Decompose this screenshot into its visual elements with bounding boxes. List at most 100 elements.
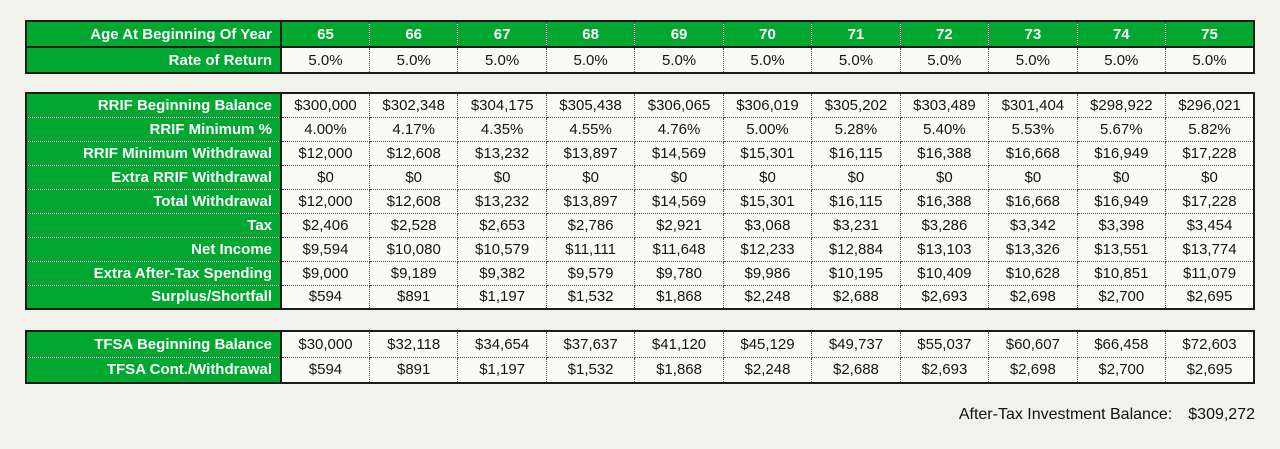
tax-cell[interactable]: $3,231 (811, 212, 901, 238)
extra-rrif-withdrawal-cell[interactable]: $0 (634, 164, 724, 190)
tax-label-cell[interactable]: Tax (25, 212, 282, 238)
net-income-cell[interactable]: $9,594 (280, 236, 370, 262)
total-withdrawal-cell[interactable]: $16,668 (988, 188, 1078, 214)
tfsa-cont-withdrawal-cell[interactable]: $2,248 (722, 356, 813, 384)
extra-after-tax-spending-cell[interactable]: $10,409 (899, 260, 990, 286)
extra-rrif-withdrawal-cell[interactable]: $0 (811, 164, 901, 190)
rrif-minimum-pct-cell[interactable]: 5.53% (988, 116, 1078, 142)
tfsa-beginning-balance-cell[interactable]: $66,458 (1076, 330, 1167, 358)
extra-after-tax-spending-cell[interactable]: $9,579 (545, 260, 636, 286)
rrif-minimum-pct-cell[interactable]: 5.40% (899, 116, 990, 142)
age-at-beginning-of-year-cell[interactable]: 74 (1076, 20, 1167, 48)
rrif-beginning-balance-cell[interactable]: $296,021 (1165, 92, 1255, 118)
rrif-beginning-balance-cell[interactable]: $300,000 (280, 92, 370, 118)
tfsa-cont-withdrawal-cell[interactable]: $2,688 (811, 356, 901, 384)
rate-of-return-label-cell[interactable]: Rate of Return (25, 46, 282, 74)
rrif-beginning-balance-cell[interactable]: $302,348 (368, 92, 459, 118)
surplus-shortfall-cell[interactable]: $2,688 (811, 284, 901, 310)
tfsa-cont-withdrawal-label-cell[interactable]: TFSA Cont./Withdrawal (25, 356, 282, 384)
total-withdrawal-cell[interactable]: $15,301 (722, 188, 813, 214)
rrif-minimum-withdrawal-cell[interactable]: $14,569 (634, 140, 724, 166)
tax-cell[interactable]: $2,786 (545, 212, 636, 238)
surplus-shortfall-label-cell[interactable]: Surplus/Shortfall (25, 284, 282, 310)
age-at-beginning-of-year-cell[interactable]: 67 (457, 20, 547, 48)
tfsa-beginning-balance-cell[interactable]: $60,607 (988, 330, 1078, 358)
tfsa-cont-withdrawal-cell[interactable]: $1,868 (634, 356, 724, 384)
surplus-shortfall-cell[interactable]: $1,532 (545, 284, 636, 310)
rrif-minimum-withdrawal-cell[interactable]: $16,668 (988, 140, 1078, 166)
extra-rrif-withdrawal-cell[interactable]: $0 (899, 164, 990, 190)
net-income-cell[interactable]: $10,080 (368, 236, 459, 262)
rrif-minimum-pct-cell[interactable]: 4.35% (457, 116, 547, 142)
net-income-cell[interactable]: $11,648 (634, 236, 724, 262)
total-withdrawal-cell[interactable]: $16,115 (811, 188, 901, 214)
tfsa-cont-withdrawal-cell[interactable]: $1,197 (457, 356, 547, 384)
rrif-minimum-withdrawal-cell[interactable]: $12,608 (368, 140, 459, 166)
tfsa-beginning-balance-cell[interactable]: $72,603 (1165, 330, 1255, 358)
surplus-shortfall-cell[interactable]: $2,693 (899, 284, 990, 310)
extra-rrif-withdrawal-cell[interactable]: $0 (457, 164, 547, 190)
rrif-beginning-balance-cell[interactable]: $305,202 (811, 92, 901, 118)
total-withdrawal-cell[interactable]: $12,000 (280, 188, 370, 214)
rate-of-return-cell[interactable]: 5.0% (722, 46, 813, 74)
surplus-shortfall-cell[interactable]: $1,868 (634, 284, 724, 310)
surplus-shortfall-cell[interactable]: $2,695 (1165, 284, 1255, 310)
extra-rrif-withdrawal-cell[interactable]: $0 (280, 164, 370, 190)
age-at-beginning-of-year-cell[interactable]: 66 (368, 20, 459, 48)
net-income-cell[interactable]: $10,579 (457, 236, 547, 262)
tfsa-cont-withdrawal-cell[interactable]: $1,532 (545, 356, 636, 384)
tax-cell[interactable]: $3,286 (899, 212, 990, 238)
tfsa-beginning-balance-cell[interactable]: $37,637 (545, 330, 636, 358)
after-tax-investment-balance-value[interactable]: $309,272 (1188, 406, 1255, 423)
rrif-minimum-withdrawal-label-cell[interactable]: RRIF Minimum Withdrawal (25, 140, 282, 166)
total-withdrawal-label-cell[interactable]: Total Withdrawal (25, 188, 282, 214)
rrif-beginning-balance-cell[interactable]: $304,175 (457, 92, 547, 118)
rrif-beginning-balance-cell[interactable]: $306,019 (722, 92, 813, 118)
tfsa-cont-withdrawal-cell[interactable]: $2,700 (1076, 356, 1167, 384)
total-withdrawal-cell[interactable]: $13,232 (457, 188, 547, 214)
extra-rrif-withdrawal-cell[interactable]: $0 (545, 164, 636, 190)
extra-rrif-withdrawal-cell[interactable]: $0 (722, 164, 813, 190)
extra-after-tax-spending-cell[interactable]: $10,195 (811, 260, 901, 286)
tax-cell[interactable]: $2,921 (634, 212, 724, 238)
rrif-minimum-pct-cell[interactable]: 4.55% (545, 116, 636, 142)
rrif-minimum-withdrawal-cell[interactable]: $15,301 (722, 140, 813, 166)
net-income-cell[interactable]: $11,111 (545, 236, 636, 262)
surplus-shortfall-cell[interactable]: $2,700 (1076, 284, 1167, 310)
tfsa-cont-withdrawal-cell[interactable]: $891 (368, 356, 459, 384)
rate-of-return-cell[interactable]: 5.0% (368, 46, 459, 74)
rrif-minimum-pct-cell[interactable]: 5.82% (1165, 116, 1255, 142)
tax-cell[interactable]: $3,068 (722, 212, 813, 238)
age-at-beginning-of-year-cell[interactable]: 68 (545, 20, 636, 48)
net-income-cell[interactable]: $13,103 (899, 236, 990, 262)
net-income-cell[interactable]: $13,774 (1165, 236, 1255, 262)
surplus-shortfall-cell[interactable]: $2,248 (722, 284, 813, 310)
extra-rrif-withdrawal-cell[interactable]: $0 (988, 164, 1078, 190)
age-at-beginning-of-year-cell[interactable]: 72 (899, 20, 990, 48)
surplus-shortfall-cell[interactable]: $891 (368, 284, 459, 310)
tfsa-cont-withdrawal-cell[interactable]: $2,698 (988, 356, 1078, 384)
total-withdrawal-cell[interactable]: $17,228 (1165, 188, 1255, 214)
rrif-minimum-pct-cell[interactable]: 5.00% (722, 116, 813, 142)
rrif-beginning-balance-cell[interactable]: $305,438 (545, 92, 636, 118)
net-income-cell[interactable]: $12,233 (722, 236, 813, 262)
extra-after-tax-spending-label-cell[interactable]: Extra After-Tax Spending (25, 260, 282, 286)
rrif-beginning-balance-cell[interactable]: $303,489 (899, 92, 990, 118)
extra-rrif-withdrawal-cell[interactable]: $0 (1165, 164, 1255, 190)
rrif-minimum-pct-cell[interactable]: 5.67% (1076, 116, 1167, 142)
rrif-minimum-withdrawal-cell[interactable]: $16,949 (1076, 140, 1167, 166)
rate-of-return-cell[interactable]: 5.0% (634, 46, 724, 74)
total-withdrawal-cell[interactable]: $12,608 (368, 188, 459, 214)
tfsa-beginning-balance-cell[interactable]: $45,129 (722, 330, 813, 358)
tfsa-beginning-balance-cell[interactable]: $30,000 (280, 330, 370, 358)
tfsa-beginning-balance-cell[interactable]: $55,037 (899, 330, 990, 358)
extra-after-tax-spending-cell[interactable]: $9,000 (280, 260, 370, 286)
rrif-minimum-withdrawal-cell[interactable]: $16,115 (811, 140, 901, 166)
rrif-minimum-withdrawal-cell[interactable]: $16,388 (899, 140, 990, 166)
tfsa-beginning-balance-label-cell[interactable]: TFSA Beginning Balance (25, 330, 282, 358)
age-at-beginning-of-year-cell[interactable]: 73 (988, 20, 1078, 48)
extra-after-tax-spending-cell[interactable]: $9,189 (368, 260, 459, 286)
extra-rrif-withdrawal-cell[interactable]: $0 (1076, 164, 1167, 190)
rate-of-return-cell[interactable]: 5.0% (899, 46, 990, 74)
tfsa-cont-withdrawal-cell[interactable]: $2,693 (899, 356, 990, 384)
